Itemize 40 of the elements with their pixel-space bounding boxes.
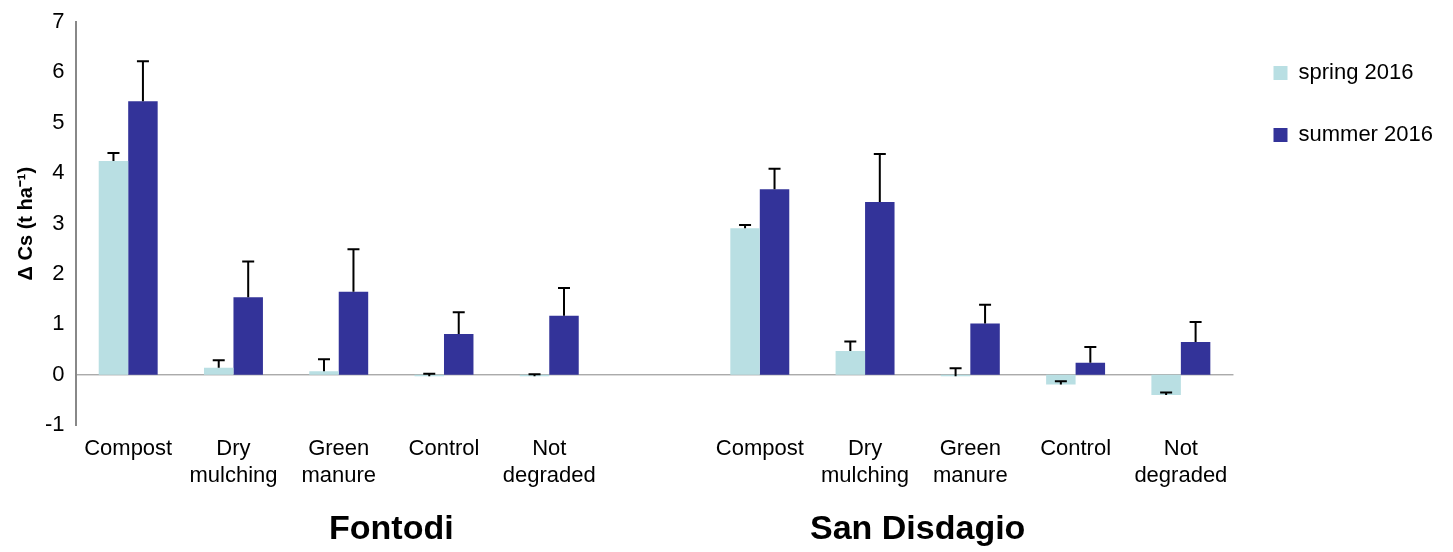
- bar: [1180, 342, 1211, 375]
- x-tick-label: Not degraded: [1134, 435, 1228, 487]
- bar: [865, 201, 895, 375]
- bar: [309, 371, 339, 375]
- x-tick-label: Dry mulching: [821, 435, 910, 487]
- bar: [444, 333, 474, 375]
- bar: [730, 228, 760, 375]
- y-tick-label: -1: [45, 411, 65, 437]
- x-tick-label: Green manure: [301, 435, 377, 487]
- text: Fontodi: [329, 508, 454, 547]
- bar: [203, 367, 234, 375]
- bar: [835, 351, 866, 375]
- x-tick-label: Control: [408, 435, 480, 461]
- y-tick-label: 7: [52, 8, 65, 34]
- legend-label: summer 2016: [1298, 121, 1434, 147]
- y-tick-label: 1: [52, 310, 65, 336]
- y-tick-label: 5: [52, 108, 65, 134]
- y-tick-label: 6: [52, 58, 65, 84]
- x-tick-label: Not degraded: [502, 435, 596, 487]
- bar: [233, 297, 263, 375]
- bar: [970, 323, 1000, 375]
- y-tick-label: 3: [52, 209, 65, 235]
- bar: [1075, 362, 1106, 375]
- bar: [1151, 374, 1181, 395]
- x-tick-label: Dry mulching: [189, 435, 278, 487]
- y-axis-title: Δ Cs (t ha⁻¹): [13, 166, 36, 281]
- text: San Disdagio: [810, 508, 1026, 547]
- x-tick-label: Compost: [715, 435, 804, 461]
- bar: [549, 315, 579, 375]
- bar: [338, 291, 369, 375]
- legend-label: spring 2016: [1298, 59, 1414, 85]
- y-tick-label: 0: [52, 360, 65, 386]
- x-tick-label: Green manure: [933, 435, 1008, 487]
- x-tick-label: Compost: [84, 435, 173, 461]
- y-tick-label: 4: [52, 159, 65, 185]
- x-tick-label: Control: [1040, 435, 1112, 461]
- y-tick-label: 2: [52, 260, 65, 286]
- bar: [759, 189, 790, 375]
- bar: [98, 161, 129, 375]
- bar: [128, 101, 158, 375]
